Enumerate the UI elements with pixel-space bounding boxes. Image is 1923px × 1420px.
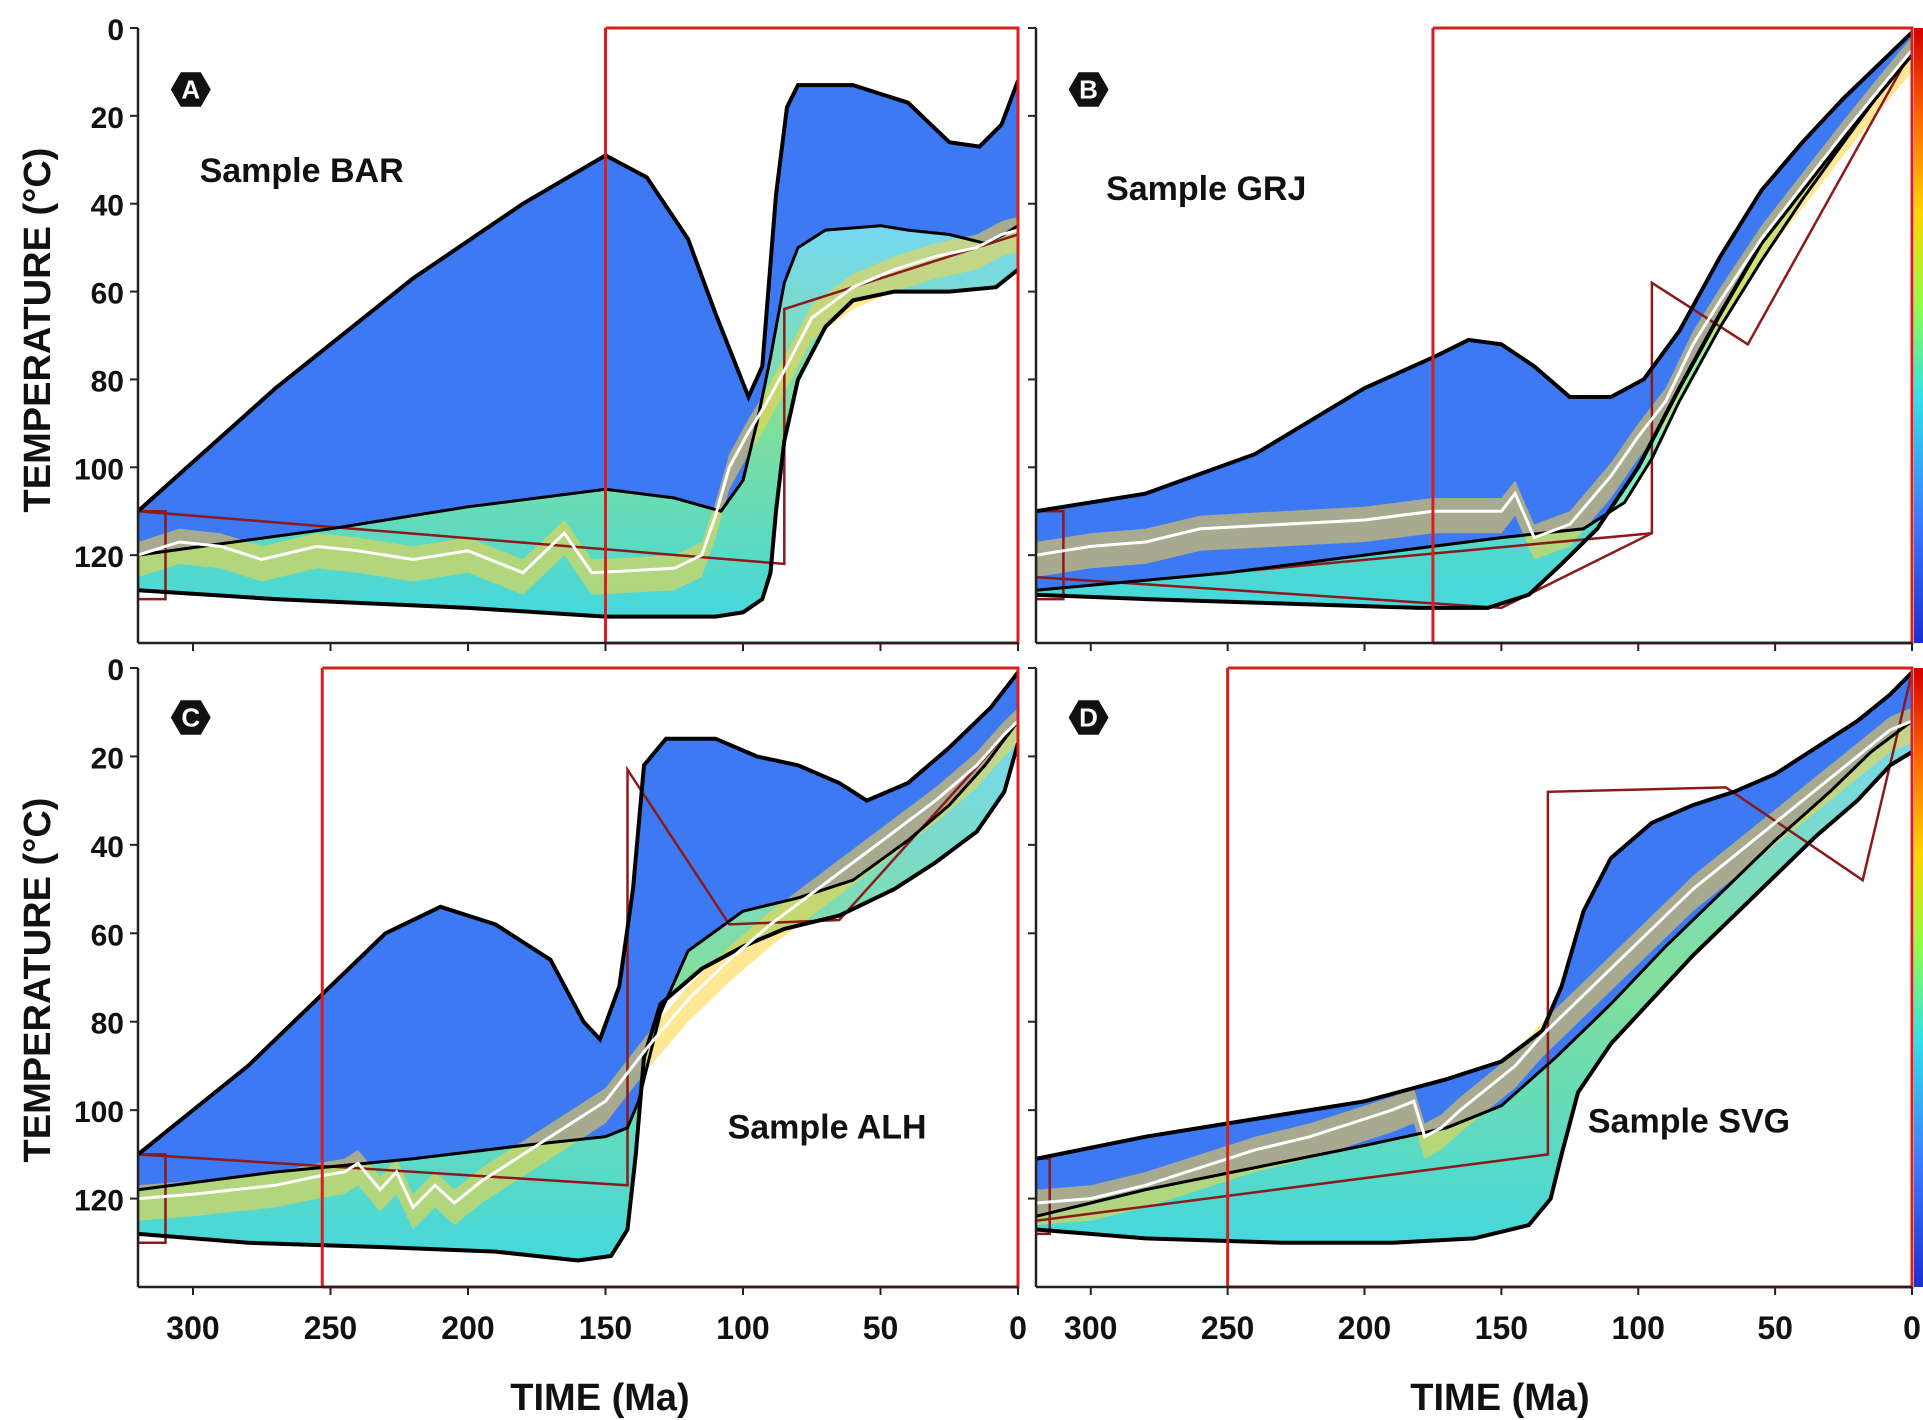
density-envelope [138,672,1018,1261]
expected-path-line [1036,49,1912,592]
panel-badge [170,700,211,735]
density-envelope [138,80,1018,617]
y-tick-label: 60 [91,919,124,952]
sample-label: Sample ALH [728,1108,927,1146]
envelope-lower-line [138,742,1018,1263]
y-tick-label: 120 [74,1185,124,1218]
sample-label: Sample GRJ [1106,170,1306,208]
high-density-core [138,216,1018,595]
expected-path-line [138,720,1018,1192]
x-tick-label: 250 [304,1310,357,1346]
x-tick-label: 100 [716,1310,769,1346]
colorbar-strip [1914,28,1923,643]
envelope-lower-line [138,268,1018,619]
plot-area [1036,670,1912,1245]
panel-letter: A [181,75,200,105]
y-tick-label: 60 [91,278,124,311]
density-envelope [1036,672,1912,1243]
best-fit-path-line [138,720,1018,1210]
panel-letter: B [1079,75,1098,105]
envelope-lower-line [1036,750,1912,1245]
x-tick-label: 50 [863,1310,899,1346]
x-tick-label: 50 [1757,1310,1793,1346]
x-tick-label: 150 [579,1310,632,1346]
y-tick-label: 0 [107,14,124,47]
constraint-path-2 [1036,672,1912,1222]
x-tick-label: 0 [1009,1310,1027,1346]
panel-d: 300 250 200 150 100 50 0 D Sample SVG [1028,666,1923,1346]
panel-badge [170,72,211,107]
x-tick-label: 300 [1064,1310,1117,1346]
expected-path-line [138,224,1018,557]
panel-a: 0 20 40 60 80 100 120 A Sample BAR [74,14,1020,651]
sample-label: Sample SVG [1588,1102,1790,1140]
x-tick-label: 250 [1201,1310,1254,1346]
y-tick-label: 120 [74,541,124,574]
panel-c: 0 20 40 60 80 100 120 300 250 200 150 100 50 0 C Sample… [74,654,1027,1346]
constraint-path-2 [138,720,1018,1187]
x-tick-label: 100 [1612,1310,1665,1346]
y-tick-label: 100 [74,453,124,486]
y-axis-title-top: TEMPERATURE (°C) [17,148,59,513]
constraint-path-1 [1036,509,1065,601]
y-tick-label: 20 [91,742,124,775]
y-tick-label: 0 [107,654,124,687]
constraint-path-2 [1036,49,1912,610]
panel-badge [1068,700,1109,735]
constraint-path-1 [138,509,167,601]
expected-path-line [1036,719,1912,1218]
plot-area [138,79,1018,619]
high-density-core [138,707,1018,1230]
x-tick-label: 300 [166,1310,219,1346]
y-axis-title-bottom: TEMPERATURE (°C) [17,798,59,1163]
best-fit-path-line [1036,719,1912,1205]
y-tick-label: 80 [91,365,124,398]
good-fit-band [138,225,1018,617]
plot-area [1036,30,1912,610]
x-axis-title-right: TIME (Ma) [1410,1377,1589,1419]
panel-badge [1068,72,1109,107]
y-tick-label: 20 [91,102,124,135]
best-fit-path-line [138,228,1018,575]
x-tick-label: 200 [441,1310,494,1346]
envelope-upper-line [1036,670,1912,1161]
y-tick-label: 40 [91,831,124,864]
density-envelope [1036,32,1912,608]
plot-area [138,671,1018,1263]
x-tick-label: 200 [1338,1310,1391,1346]
y-tick-label: 100 [74,1096,124,1129]
colorbar-strip [1914,668,1923,1287]
panels-layer: 0 20 40 60 80 100 120 A Sample BAR B Sample GRJ 0 20… [74,14,1923,1346]
envelope-upper-line [138,671,1018,1156]
panel-b: B Sample GRJ [1028,26,1923,651]
envelope-lower-line [1036,53,1912,610]
good-fit-band [1036,721,1912,1243]
y-tick-label: 40 [91,190,124,223]
panel-letter: C [181,703,200,733]
y-tick-label: 80 [91,1008,124,1041]
sample-label: Sample BAR [200,152,404,190]
x-tick-label: 150 [1475,1310,1528,1346]
best-fit-path-line [1036,49,1912,557]
x-axis-title-left: TIME (Ma) [510,1377,689,1419]
envelope-upper-line [138,79,1018,513]
envelope-upper-line [1036,30,1912,514]
panel-letter: D [1079,703,1098,733]
x-tick-label: 0 [1903,1310,1921,1346]
